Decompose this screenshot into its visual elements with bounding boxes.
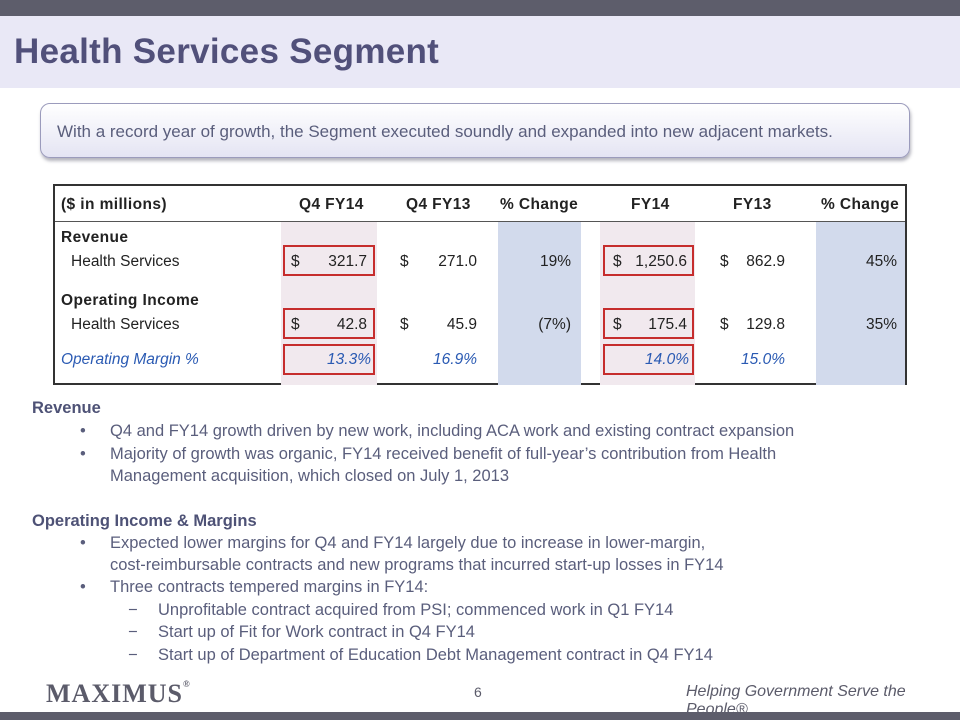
op-fy-change: 35%	[865, 316, 897, 333]
header-q4fy13: Q4 FY13	[406, 196, 471, 213]
financial-table: ($ in millions) Q4 FY14 Q4 FY13 % Change…	[53, 184, 907, 385]
op-fy13-value: 129.8	[746, 316, 785, 333]
rev-fy14-currency: $	[613, 253, 622, 270]
bottom-bar	[0, 712, 960, 720]
highlight-rev-q4fy14	[283, 245, 375, 276]
bullet-glyph: •	[80, 534, 86, 552]
rev-fy13-currency: $	[720, 253, 729, 270]
dash-glyph: −	[128, 623, 138, 641]
shade-fy14	[600, 222, 695, 385]
dash-glyph: −	[128, 601, 138, 619]
rev-q4fy14-currency: $	[291, 253, 300, 270]
margin-fy13: 15.0%	[741, 351, 785, 368]
shade-fy-change	[816, 222, 905, 385]
rev-q4fy14-value: 321.7	[328, 253, 367, 270]
margin-q4fy13: 16.9%	[433, 351, 477, 368]
margin-fy14: 14.0%	[645, 351, 689, 368]
rev-q4-change: 19%	[539, 253, 571, 270]
bullet-glyph: •	[80, 578, 86, 596]
rev-q4fy13-currency: $	[400, 253, 409, 270]
margin-q4fy14: 13.3%	[327, 351, 371, 368]
page-number: 6	[474, 684, 482, 700]
revenue-heading: Revenue	[32, 399, 101, 417]
highlight-op-fy14	[603, 308, 694, 339]
revenue-label: Revenue	[61, 229, 129, 246]
header-rule	[55, 221, 905, 222]
op-q4fy14-currency: $	[291, 316, 300, 333]
op-q4fy13-value: 45.9	[446, 316, 477, 333]
highlight-op-q4fy14	[283, 308, 375, 339]
shade-q4-change	[498, 222, 581, 385]
op-q4fy13-currency: $	[400, 316, 409, 333]
op-fy14-currency: $	[613, 316, 622, 333]
rev-q4fy13-value: 271.0	[438, 253, 477, 270]
op-q4fy14-value: 42.8	[336, 316, 367, 333]
callout-text: With a record year of growth, the Segmen…	[57, 122, 833, 141]
header-fy14: FY14	[631, 196, 670, 213]
title-band	[0, 16, 960, 88]
bullet-glyph: •	[80, 422, 86, 440]
shade-q4fy14	[281, 222, 377, 385]
revenue-row-label: Health Services	[71, 253, 180, 270]
dash-glyph: −	[128, 646, 138, 664]
maximus-logo: MAXIMUS®	[46, 679, 191, 708]
op-fy14-value: 175.4	[648, 316, 687, 333]
highlight-margin-fy14	[603, 344, 694, 375]
footer	[0, 672, 960, 712]
margin-row-label: Operating Margin %	[61, 351, 199, 368]
op-fy13-currency: $	[720, 316, 729, 333]
rev-fy-change: 45%	[865, 253, 897, 270]
callout-box: With a record year of growth, the Segmen…	[40, 103, 910, 158]
rev-fy14-value: 1,250.6	[635, 253, 687, 270]
bullet-glyph: •	[80, 445, 86, 463]
units-label: ($ in millions)	[61, 196, 167, 213]
highlight-margin-q4fy14	[283, 344, 375, 375]
header-fy-change: % Change	[821, 196, 900, 213]
highlight-rev-fy14	[603, 245, 694, 276]
opinc-label: Operating Income	[61, 292, 200, 309]
opinc-heading: Operating Income & Margins	[32, 512, 257, 530]
rev-fy13-value: 862.9	[746, 253, 785, 270]
header-q4-change: % Change	[500, 196, 579, 213]
header-q4fy14: Q4 FY14	[299, 196, 364, 213]
opinc-row-label: Health Services	[71, 316, 180, 333]
header-fy13: FY13	[733, 196, 772, 213]
slide-title: Health Services Segment	[14, 32, 440, 71]
op-q4-change: (7%)	[538, 316, 571, 333]
top-bar	[0, 0, 960, 16]
